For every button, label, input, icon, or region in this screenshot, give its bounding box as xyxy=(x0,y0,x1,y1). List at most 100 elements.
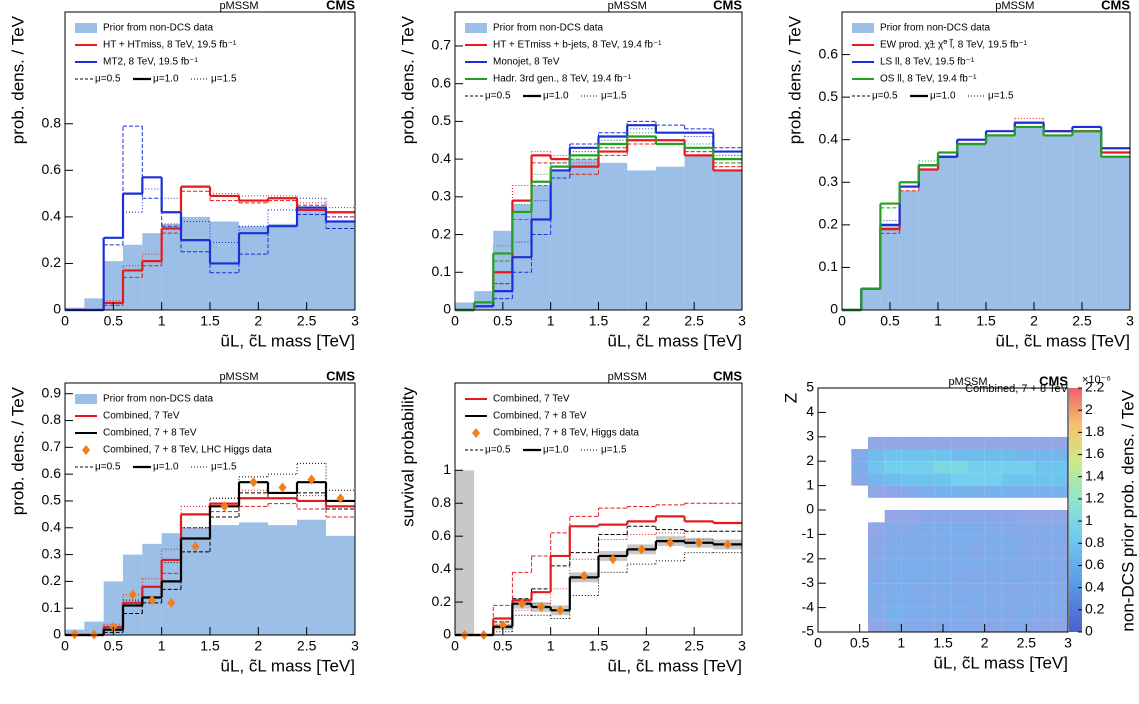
y-tick-label: -3 xyxy=(802,574,815,590)
heatmap-cell xyxy=(1051,522,1068,535)
y-tick-label: 0.2 xyxy=(432,593,452,609)
heatmap-cell xyxy=(1034,583,1052,596)
heatmap-cell xyxy=(884,473,902,486)
x-tick-label: 0 xyxy=(61,638,69,654)
heatmap-cell xyxy=(968,400,985,413)
x-tick-label: 3 xyxy=(738,638,746,654)
heatmap-cell xyxy=(918,473,935,486)
colorbar-multiplier: ×10⁻⁶ xyxy=(1082,374,1111,386)
y-tick-label: 0 xyxy=(53,301,61,317)
heatmap-cell xyxy=(901,388,918,401)
heatmap-cell xyxy=(1051,485,1068,498)
heatmap-cell xyxy=(968,436,985,449)
cms-label: CMS xyxy=(326,0,355,12)
heatmap-cell xyxy=(884,461,902,474)
heatmap-cell xyxy=(884,510,902,523)
heatmap-cell xyxy=(868,619,885,632)
x-tick-label: 0.5 xyxy=(104,638,124,654)
heatmap-cell xyxy=(1018,607,1035,620)
y-tick-label: 0.3 xyxy=(42,545,62,561)
heatmap-cell xyxy=(984,473,1002,486)
y-tick-label: 0.4 xyxy=(819,130,839,146)
heatmap-cell xyxy=(1001,485,1018,498)
prior-bar xyxy=(1072,131,1102,310)
heatmap-cell xyxy=(934,546,952,559)
y-tick-label: 0.2 xyxy=(42,254,62,270)
heatmap-cell xyxy=(1034,546,1052,559)
prior-bar xyxy=(1014,126,1044,310)
heatmap-cell xyxy=(984,534,1002,547)
heatmap-cell xyxy=(968,607,985,620)
heatmap-cell xyxy=(951,571,968,584)
chart-title: pMSSM xyxy=(608,371,647,383)
heatmap-cell xyxy=(968,473,985,486)
data-point xyxy=(167,597,176,608)
x-tick-label: 2 xyxy=(642,638,650,654)
x-tick-label: 2.5 xyxy=(297,638,317,654)
heatmap-cell xyxy=(984,571,1002,584)
x-axis-title: ũL, c̃L mass [TeV] xyxy=(221,656,355,675)
heatmap-cell xyxy=(984,485,1002,498)
legend-swatch xyxy=(75,23,97,33)
heatmap-cell xyxy=(884,546,902,559)
prior-bar xyxy=(103,261,123,310)
colorbar-title: non-DCS prior prob. dens. / TeV xyxy=(1118,389,1137,631)
heatmap-cell xyxy=(1001,607,1018,620)
heatmap-cell xyxy=(968,522,985,535)
heatmap-cell xyxy=(1001,388,1018,401)
heatmap-cell xyxy=(851,607,868,620)
heatmap-cell xyxy=(1001,400,1018,413)
heatmap-cell xyxy=(901,546,918,559)
heatmap-cell xyxy=(1034,595,1052,608)
legend-label: μ=1.5 xyxy=(601,91,627,102)
heatmap-cell xyxy=(884,522,902,535)
heatmap-cell xyxy=(868,607,885,620)
cms-label: CMS xyxy=(713,368,742,383)
prior-bar xyxy=(627,170,656,310)
legend-swatch xyxy=(82,445,90,455)
data-point xyxy=(723,539,732,550)
x-tick-label: 2 xyxy=(254,638,262,654)
heatmap-cell xyxy=(984,436,1002,449)
prior-bar xyxy=(655,166,685,310)
legend-label: μ=1.0 xyxy=(543,445,569,456)
legend-label: μ=1.0 xyxy=(543,91,569,102)
heatmap-cell xyxy=(901,534,918,547)
heatmap-cell xyxy=(968,619,985,632)
heatmap-cell xyxy=(968,595,985,608)
prior-bar xyxy=(181,216,210,310)
heatmap-cell xyxy=(884,558,902,571)
heatmap-cell xyxy=(851,558,868,571)
heatmap-cell xyxy=(1051,424,1068,437)
y-tick-label: 0.6 xyxy=(432,74,452,90)
prior-bar xyxy=(684,155,714,310)
heatmap-cell xyxy=(918,619,935,632)
heatmap-cell xyxy=(1001,497,1018,510)
legend-label: Prior from non-DCS data xyxy=(880,23,990,34)
x-axis-title: ũL, c̃L mass [TeV] xyxy=(608,331,742,350)
data-point xyxy=(128,589,137,600)
colorbar-tick-label: 1 xyxy=(1085,512,1093,528)
prior-bar xyxy=(550,170,570,310)
heatmap-cell xyxy=(918,607,935,620)
y-axis-title: survival probability xyxy=(398,387,417,527)
y-tick-label: 0.2 xyxy=(819,216,839,232)
heatmap-cell xyxy=(1018,461,1035,474)
heatmap-cell xyxy=(868,522,885,535)
y-tick-label: 0 xyxy=(443,626,451,642)
heatmap-cell xyxy=(851,400,868,413)
data-point xyxy=(336,493,345,504)
heatmap-cell xyxy=(868,424,885,437)
heatmap-cell xyxy=(984,461,1002,474)
heatmap-cell xyxy=(951,388,968,401)
prior-bar xyxy=(918,169,938,310)
heatmap-cell xyxy=(1018,558,1035,571)
heatmap-cell xyxy=(1018,497,1035,510)
data-point xyxy=(498,620,507,631)
y-axis-title: prob. dens. / TeV xyxy=(8,386,27,515)
heatmap-cell xyxy=(851,424,868,437)
chart-title: pMSSM xyxy=(995,0,1034,12)
legend-label: μ=1.5 xyxy=(988,91,1014,102)
heatmap-cell xyxy=(934,583,952,596)
heatmap-cell xyxy=(1001,424,1018,437)
